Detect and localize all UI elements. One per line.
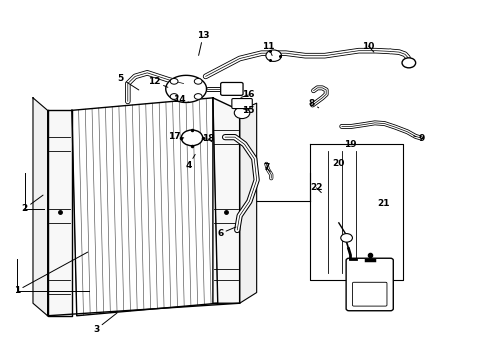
Text: 16: 16	[241, 90, 254, 99]
Text: 17: 17	[167, 132, 183, 141]
FancyBboxPatch shape	[346, 258, 392, 311]
Text: 3: 3	[93, 313, 117, 334]
Text: 18: 18	[202, 134, 214, 143]
Circle shape	[265, 50, 281, 62]
Text: 21: 21	[376, 199, 388, 208]
Text: 11: 11	[261, 41, 274, 55]
Text: 19: 19	[344, 140, 356, 149]
Text: 7: 7	[263, 163, 270, 172]
FancyBboxPatch shape	[352, 282, 386, 306]
Circle shape	[170, 94, 178, 99]
Text: 2: 2	[21, 195, 43, 213]
Circle shape	[234, 107, 249, 118]
Text: 8: 8	[308, 99, 318, 108]
Text: 20: 20	[331, 159, 344, 168]
Circle shape	[194, 94, 202, 99]
Text: 14: 14	[172, 95, 188, 104]
Text: 15: 15	[242, 106, 254, 115]
Polygon shape	[33, 98, 47, 316]
Polygon shape	[212, 98, 239, 303]
Text: 22: 22	[309, 183, 322, 193]
Text: 13: 13	[197, 31, 209, 55]
Circle shape	[340, 234, 352, 242]
Text: 12: 12	[148, 77, 167, 87]
Text: 10: 10	[362, 41, 374, 52]
Circle shape	[401, 58, 415, 68]
Text: 4: 4	[185, 154, 195, 170]
Circle shape	[181, 130, 202, 146]
Polygon shape	[47, 111, 72, 316]
Text: 9: 9	[413, 134, 424, 143]
Text: 5: 5	[117, 74, 139, 90]
Text: 1: 1	[14, 252, 87, 295]
Polygon shape	[72, 98, 217, 316]
FancyBboxPatch shape	[231, 99, 252, 109]
Polygon shape	[165, 75, 206, 103]
Circle shape	[170, 78, 178, 84]
Circle shape	[194, 78, 202, 84]
Text: 6: 6	[217, 227, 235, 238]
FancyBboxPatch shape	[220, 82, 243, 95]
Polygon shape	[239, 103, 256, 303]
